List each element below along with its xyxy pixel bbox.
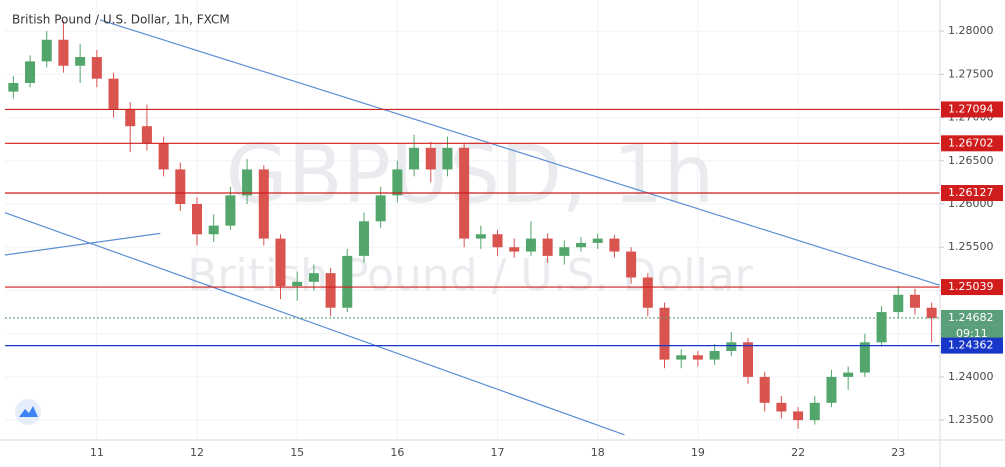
plot: [4, 19, 941, 436]
y-tick-label: 1.23500: [948, 413, 994, 426]
candle-body: [242, 169, 253, 196]
candle-body: [559, 247, 570, 256]
candle-body: [642, 277, 653, 308]
x-tick-label: 19: [691, 446, 705, 459]
level-label-bg: [941, 279, 1003, 296]
x-tick-label: 18: [591, 446, 605, 459]
y-tick-label: 1.25500: [948, 240, 994, 253]
candle-body: [509, 247, 520, 252]
candle-body: [626, 251, 637, 278]
candle-body: [58, 39, 69, 66]
candle-body: [409, 147, 420, 170]
level-label: 1.27094: [948, 102, 994, 115]
candle-body: [442, 147, 453, 170]
y-tick-label: 1.26500: [948, 154, 994, 167]
level-label: 1.25039: [948, 280, 994, 293]
candle-body: [909, 294, 920, 308]
level-label-bg: [941, 101, 1003, 118]
candle-body: [742, 342, 753, 377]
watermark-subtitle: British Pound / U.S. Dollar: [187, 250, 753, 301]
candle-body: [325, 273, 336, 308]
trend-line: [99, 19, 941, 286]
candle-body: [158, 143, 169, 170]
logo-shape: [19, 406, 38, 417]
candle-body: [926, 307, 937, 319]
x-tick-label: 23: [891, 446, 905, 459]
candle-body: [192, 204, 203, 235]
candle-body: [358, 221, 369, 256]
candle-body: [893, 294, 904, 313]
candle-body: [776, 402, 787, 412]
level-label: 1.26127: [948, 186, 994, 199]
y-tick-label: 1.28000: [948, 24, 994, 37]
candle-body: [592, 238, 603, 243]
candle-body: [292, 281, 303, 287]
countdown: 09:11: [956, 327, 988, 340]
y-tick-label: 1.24000: [948, 370, 994, 383]
logo: [15, 399, 41, 425]
candle-body: [609, 238, 620, 252]
candle-body: [208, 225, 219, 235]
candle-body: [375, 195, 386, 222]
x-tick-label: 17: [491, 446, 505, 459]
candle-body: [692, 355, 703, 360]
candle-body: [709, 350, 720, 360]
candle-body: [308, 273, 319, 282]
level-label-bg: [941, 309, 1003, 326]
candle-body: [8, 82, 19, 92]
candle-body: [659, 307, 670, 360]
candle-body: [475, 234, 486, 239]
level-label-bg: [941, 185, 1003, 202]
candle-body: [25, 61, 36, 83]
candle-body: [41, 39, 52, 62]
level-label-bg: [941, 337, 1003, 354]
level-label: 1.24362: [948, 339, 994, 352]
candle-body: [108, 78, 119, 109]
candle-body: [793, 411, 804, 421]
trend-line: [4, 212, 625, 436]
candle-body: [225, 195, 236, 226]
candle-body: [542, 238, 553, 256]
candle-body: [125, 108, 136, 127]
candle-body: [726, 342, 737, 351]
candle-body: [759, 376, 770, 403]
candle-body: [425, 147, 436, 170]
x-tick-label: 16: [390, 446, 404, 459]
y-tick-label: 1.27500: [948, 67, 994, 80]
candle-body: [91, 57, 102, 79]
trend-line: [4, 232, 161, 256]
level-label: 1.26702: [948, 136, 994, 149]
level-label-bg: [941, 135, 1003, 152]
candle-body: [826, 376, 837, 403]
x-tick-label: 12: [190, 446, 204, 459]
watermark: GBPUSD, 1h: [226, 128, 715, 221]
x-tick-label: 15: [290, 446, 304, 459]
candle-body: [843, 372, 854, 377]
candle-body: [342, 255, 353, 308]
candle-body: [859, 342, 870, 373]
candle-body: [809, 402, 820, 421]
candle-body: [75, 57, 86, 66]
candle-body: [258, 169, 269, 239]
level-label: 1.24682: [948, 311, 994, 324]
x-tick-label: 22: [791, 446, 805, 459]
candle-body: [876, 312, 887, 343]
candle-body: [525, 238, 536, 252]
chart-title: British Pound / U.S. Dollar, 1h, FXCM: [12, 13, 230, 27]
axes: 1.235001.240001.245001.250001.255001.260…: [90, 24, 1003, 459]
x-tick-label: 11: [90, 446, 104, 459]
candle-body: [141, 126, 152, 144]
candle-body: [175, 169, 186, 205]
candle-body: [492, 234, 503, 248]
candle-body: [576, 242, 587, 248]
candle-body: [275, 238, 286, 287]
candle-body: [392, 169, 403, 196]
candle-body: [676, 355, 687, 360]
